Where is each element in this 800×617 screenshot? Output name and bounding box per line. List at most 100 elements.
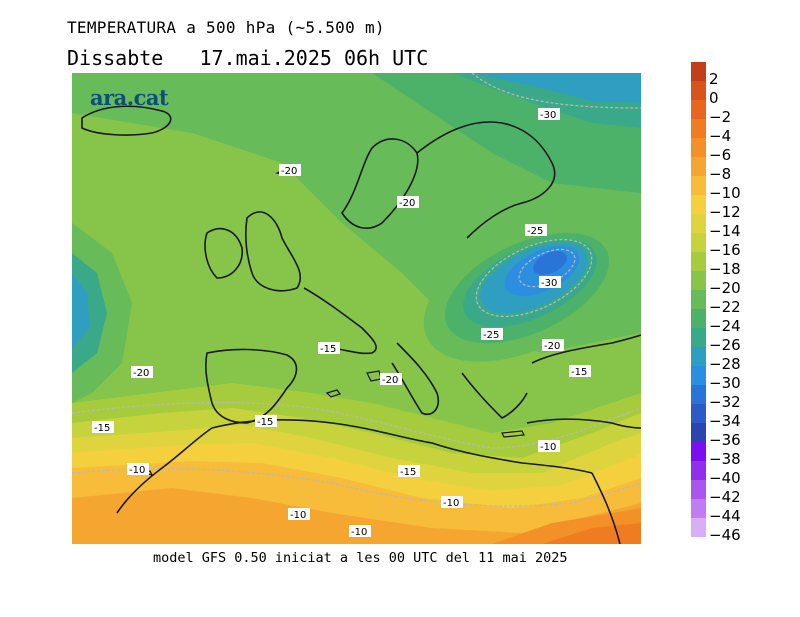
colorbar-level-label: −46: [709, 526, 741, 544]
isotherm-labels: -30 -20 -20 -25 -30 -25 -15 -20 -20 -15 …: [92, 108, 591, 538]
colorbar-swatch: [691, 328, 706, 347]
colorbar-swatch: [691, 62, 706, 81]
svg-text:-20: -20: [544, 341, 560, 352]
iso-label-12: -15: [92, 421, 114, 434]
colorbar-swatch: [691, 290, 706, 309]
iso-label-13: -15: [255, 415, 277, 428]
temperature-field: -30 -20 -20 -25 -30 -25 -15 -20 -20 -15 …: [72, 73, 641, 544]
iso-label-19: -10: [349, 525, 371, 538]
colorbar-swatch: [691, 195, 706, 214]
iso-label-11: -20: [380, 373, 402, 386]
svg-text:-10: -10: [443, 498, 459, 509]
svg-text:-20: -20: [382, 375, 398, 386]
svg-text:-20: -20: [281, 166, 297, 177]
svg-text:-25: -25: [527, 226, 543, 237]
italy-coast: [391, 342, 440, 415]
iceland-coast: [81, 105, 172, 136]
field-band-minus8: [72, 488, 641, 544]
svg-text:-10: -10: [129, 465, 145, 476]
field-band-minus28-north: [472, 73, 641, 103]
colorbar-swatch: [691, 309, 706, 328]
colorbar-swatch: [691, 157, 706, 176]
colorbar-level-label: 0: [709, 89, 719, 107]
isotherm-minus30-north: [471, 73, 641, 109]
turkey-coast: [526, 418, 641, 429]
field-band-minus28-west: [72, 273, 90, 348]
svg-text:-30: -30: [540, 110, 556, 121]
baltic-coast: [416, 121, 556, 239]
iso-label-16: -10: [127, 463, 149, 476]
iso-label-2: -20: [279, 164, 301, 177]
iso-label-8: -20: [542, 339, 564, 352]
svg-text:-10: -10: [351, 527, 367, 538]
colorbar-level-label: −32: [709, 393, 741, 411]
colorbar-level-label: −10: [709, 184, 741, 202]
colorbar-level-label: −36: [709, 431, 741, 449]
colorbar-level-label: −20: [709, 279, 741, 297]
colorbar-level-label: −24: [709, 317, 741, 335]
map-title: TEMPERATURA a 500 hPa (~5.500 m): [67, 18, 385, 37]
colorbar-labels: 2 0 −2 −4 −6 −8 −10 −12 −14 −16 −18 −20 −22 −24 −26 −28…: [709, 70, 741, 545]
colorbar-level-label: −8: [709, 165, 732, 183]
iso-label-4: -25: [525, 224, 547, 237]
svg-text:-10: -10: [290, 510, 306, 521]
iso-label-1: -30: [538, 108, 560, 121]
france-coast: [303, 287, 377, 355]
iso-label-3: -20: [397, 196, 419, 209]
svg-text:-20: -20: [399, 198, 415, 209]
colorbar-swatch: [691, 176, 706, 195]
colorbar-swatch: [691, 252, 706, 271]
colorbar-swatch: [691, 499, 706, 518]
iso-label-14: -10: [538, 440, 560, 453]
isotherm-minus15: [72, 401, 641, 449]
isotherm-minus25: [475, 238, 593, 318]
colorbar-level-label: −22: [709, 298, 741, 316]
colorbar-level-label: −4: [709, 127, 732, 145]
colorbar-swatch: [691, 366, 706, 385]
isotherm-minus10: [72, 468, 641, 507]
iso-label-5: -30: [539, 276, 561, 289]
colorbar-swatch: [691, 442, 706, 461]
iso-label-15: -15: [398, 465, 420, 478]
colorbar-level-label: −44: [709, 507, 741, 525]
iso-label-10: -15: [569, 365, 591, 378]
colorbar-swatch: [691, 518, 706, 537]
model-info-footer: model GFS 0.50 iniciat a les 00 UTC del …: [153, 550, 568, 566]
colorbar-level-label: −18: [709, 260, 741, 278]
crete: [501, 430, 525, 438]
iso-label-17: -10: [441, 496, 463, 509]
red-sea-coast: [591, 472, 621, 544]
colorbar-level-label: −26: [709, 336, 741, 354]
colorbar-level-label: −40: [709, 469, 741, 487]
colorbar-swatch: [691, 214, 706, 233]
iso-label-9: -20: [131, 366, 153, 379]
colorbar-swatch: [691, 81, 706, 100]
colorbar-swatch: [691, 461, 706, 480]
balearic-islands: [325, 389, 341, 398]
iso-label-6: -25: [481, 328, 503, 341]
colorbar-swatch: [691, 271, 706, 290]
north-africa-coast: [211, 418, 593, 474]
svg-text:-30: -30: [541, 278, 557, 289]
colorbar-swatch: [691, 347, 706, 366]
great-britain-coast: [245, 211, 302, 292]
coastlines: [81, 105, 641, 544]
map-date-subtitle: Dissabte 17.mai.2025 06h UTC: [67, 46, 429, 70]
ireland-coast: [204, 227, 243, 279]
ara-cat-logo: ara.cat: [90, 85, 169, 110]
colorbar-level-label: −12: [709, 203, 741, 221]
colorbar-level-label: −6: [709, 146, 732, 164]
svg-text:-10: -10: [540, 442, 556, 453]
svg-text:-15: -15: [94, 423, 110, 434]
colorbar-level-label: −14: [709, 222, 741, 240]
colorbar-level-label: −38: [709, 450, 741, 468]
svg-text:-15: -15: [400, 467, 416, 478]
iso-label-7: -15: [318, 342, 340, 355]
colorbar-swatch: [691, 100, 706, 119]
iberia-coast: [205, 348, 298, 424]
colorbar-swatch: [691, 404, 706, 423]
colorbar-level-label: −28: [709, 355, 741, 373]
svg-text:-15: -15: [571, 367, 587, 378]
colorbar-level-label: −2: [709, 108, 732, 126]
colorbar-swatch: [691, 423, 706, 442]
